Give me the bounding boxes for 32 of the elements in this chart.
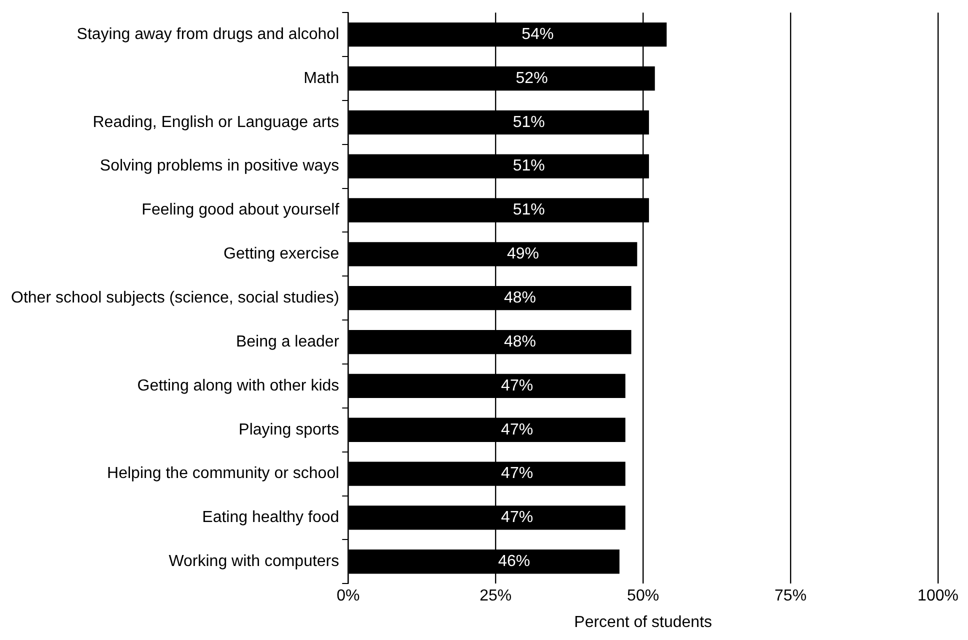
y-tick-label: Feeling good about yourself — [142, 202, 340, 219]
y-tick-label: Math — [304, 70, 340, 87]
data-label: 51% — [512, 158, 545, 175]
y-tick-label: Working with computers — [168, 553, 340, 570]
y-tick-label: Solving problems in positive ways — [100, 158, 340, 175]
x-tick-label: 25% — [480, 588, 512, 605]
data-label: 49% — [506, 246, 539, 263]
y-tick-label: Eating healthy food — [202, 509, 340, 526]
y-tick-label: Reading, English or Language arts — [92, 114, 340, 131]
data-label: 52% — [516, 70, 548, 87]
x-tick-label: 75% — [774, 588, 807, 605]
y-tick-label: Getting exercise — [224, 246, 340, 263]
data-label: 51% — [512, 114, 545, 131]
x-tick-label: 50% — [627, 588, 660, 605]
y-tick-label: Playing sports — [238, 421, 340, 438]
y-tick-label: Staying away from drugs and alcohol — [76, 26, 340, 43]
x-axis-title: Percent of students — [574, 614, 712, 631]
data-label: 46% — [498, 553, 530, 570]
data-label: 47% — [501, 509, 534, 526]
data-label: 48% — [504, 333, 536, 350]
x-tick-label: 100% — [918, 588, 958, 605]
y-tick-label: Being a leader — [236, 333, 340, 350]
data-label: 47% — [501, 421, 534, 438]
data-label: 51% — [512, 202, 545, 219]
y-tick-label: Other school subjects (science, social studies) — [11, 290, 340, 307]
x-tick-label: 0% — [336, 588, 360, 605]
data-label: 47% — [501, 377, 534, 394]
y-tick-label: Getting along with other kids — [137, 377, 340, 394]
y-tick-label: Helping the community or school — [107, 465, 340, 482]
data-label: 48% — [504, 290, 536, 307]
data-label: 47% — [501, 465, 534, 482]
data-label: 54% — [522, 26, 554, 43]
